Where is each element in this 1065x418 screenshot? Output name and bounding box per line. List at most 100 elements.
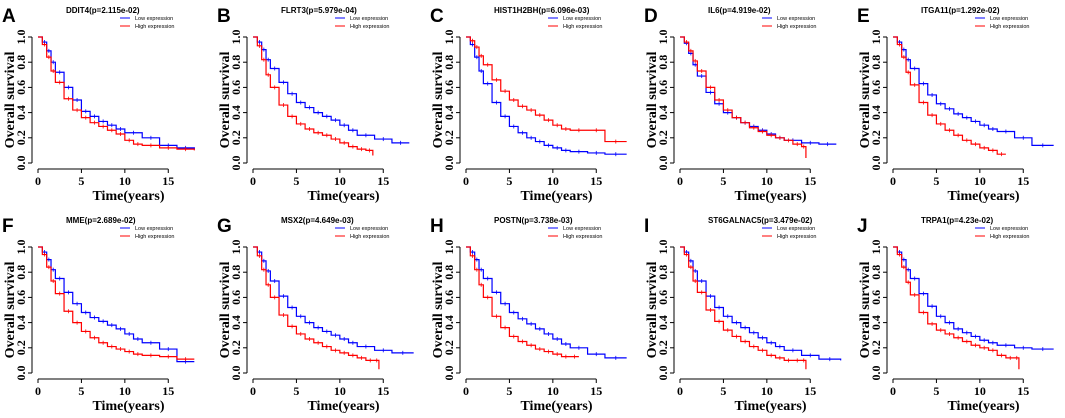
y-tick-label: 0.8 (14, 55, 28, 70)
y-tick-label: 0.6 (14, 80, 28, 95)
x-tick-label: 15 (377, 384, 389, 398)
legend-entry: Low expression (990, 16, 1028, 22)
x-axis-label: Time(years) (307, 399, 379, 414)
x-tick-label: 0 (463, 174, 469, 188)
y-axis-label: Overall survival (645, 51, 660, 148)
legend-entry: High expression (563, 24, 602, 30)
y-tick-label: 0.4 (14, 105, 28, 120)
y-tick-label: 0.0 (656, 156, 670, 171)
x-tick-label: 0 (463, 384, 469, 398)
y-tick-label: 0.6 (229, 80, 243, 95)
y-tick-label: 0.0 (14, 366, 28, 381)
panel-letter: E (857, 6, 870, 27)
y-axis-label: Overall survival (3, 51, 18, 148)
y-tick-label: 0.8 (229, 265, 243, 280)
km-curve-low-expression (38, 246, 195, 363)
y-tick-label: 0.0 (442, 366, 456, 381)
panel-title: TRPA1(p=4.23e-02) (921, 216, 993, 225)
km-panel-b: B FLRT3(p=5.979e-04) 0.0 0.2 0.4 0.6 0.8 1.0 Ove… (217, 6, 427, 204)
y-tick-label: 0.0 (869, 366, 883, 381)
x-tick-label: 0 (890, 384, 896, 398)
panel-letter: D (644, 6, 658, 27)
panel-title: MSX2(p=4.649e-03) (281, 216, 354, 225)
km-curve-high-expression (253, 246, 380, 370)
x-tick-label: 0 (677, 384, 683, 398)
km-panel-c: C HIST1H2BH(p=6.096e-03) 0.0 0.2 0.4 0.6 0.8 1.… (430, 6, 640, 204)
y-tick-label: 0.4 (869, 105, 883, 120)
y-tick-label: 1.0 (656, 30, 670, 45)
x-tick-label: 10 (119, 174, 131, 188)
y-tick-label: 0.2 (14, 130, 28, 145)
x-tick-label: 0 (250, 384, 256, 398)
y-tick-label: 1.0 (14, 240, 28, 255)
panel-title: DDIT4(p=2.115e-02) (66, 6, 140, 15)
km-panel-i: I ST6GALNAC5(p=3.479e-02) 0.0 0.2 0.4 0.6 0.8 1… (644, 216, 854, 414)
y-tick-label: 0.0 (442, 156, 456, 171)
km-curve-high-expression (466, 36, 627, 143)
x-axis-label: Time(years) (520, 399, 592, 414)
y-tick-label: 1.0 (869, 30, 883, 45)
km-curve-low-expression (466, 246, 627, 359)
y-tick-label: 0.4 (229, 105, 243, 120)
x-tick-label: 0 (890, 174, 896, 188)
legend-entry: Low expression (350, 226, 388, 232)
plot-area (252, 242, 427, 378)
km-curve-high-expression (253, 36, 374, 156)
y-tick-label: 0.4 (442, 105, 456, 120)
x-tick-label: 0 (35, 384, 41, 398)
y-tick-label: 1.0 (229, 240, 243, 255)
panel-title: HIST1H2BH(p=6.096e-03) (494, 6, 590, 15)
legend-entry: High expression (350, 234, 389, 240)
y-tick-label: 0.8 (14, 265, 28, 280)
y-tick-label: 0.6 (656, 80, 670, 95)
y-tick-label: 0.0 (14, 156, 28, 171)
y-tick-label: 0.6 (442, 290, 456, 305)
x-tick-label: 15 (162, 384, 174, 398)
y-tick-label: 0.4 (14, 315, 28, 330)
panel-letter: F (2, 216, 14, 237)
x-tick-label: 5 (293, 174, 299, 188)
km-curve-low-expression (466, 36, 627, 155)
legend-entry: Low expression (563, 226, 601, 232)
km-curve-low-expression (253, 36, 410, 144)
y-axis-label: Overall survival (431, 261, 446, 358)
panel-letter: J (857, 216, 868, 237)
y-tick-label: 0.8 (656, 55, 670, 70)
plot-area (465, 242, 640, 378)
y-axis-label: Overall survival (218, 261, 233, 358)
legend-entry: Low expression (135, 16, 173, 22)
legend-entry: High expression (135, 234, 174, 240)
panel-title: FLRT3(p=5.979e-04) (281, 6, 357, 15)
x-axis-label: Time(years) (307, 189, 379, 204)
y-tick-label: 0.2 (869, 130, 883, 145)
plot-area (679, 32, 854, 168)
panel-letter: B (217, 6, 231, 27)
x-tick-label: 5 (506, 384, 512, 398)
plot-area (465, 32, 640, 168)
x-tick-label: 5 (933, 174, 939, 188)
legend-entry: Low expression (777, 16, 815, 22)
km-curve-high-expression (680, 246, 807, 370)
x-axis-label: Time(years) (734, 399, 806, 414)
plot-area (37, 32, 212, 168)
x-tick-label: 5 (933, 384, 939, 398)
panel-letter: H (430, 216, 444, 237)
y-tick-label: 0.6 (869, 290, 883, 305)
legend-entry: High expression (563, 234, 602, 240)
x-tick-label: 10 (334, 384, 346, 398)
plot-area (37, 242, 212, 378)
km-curve-high-expression (38, 36, 195, 151)
x-tick-label: 10 (119, 384, 131, 398)
y-axis-label: Overall survival (3, 261, 18, 358)
x-tick-label: 5 (78, 174, 84, 188)
km-curve-low-expression (253, 246, 414, 354)
legend-entry: High expression (990, 24, 1029, 30)
legend-entry: High expression (990, 234, 1029, 240)
y-tick-label: 0.4 (656, 315, 670, 330)
y-tick-label: 0.8 (442, 55, 456, 70)
plot-area (679, 242, 854, 378)
x-tick-label: 15 (1017, 174, 1029, 188)
x-tick-label: 10 (547, 174, 559, 188)
x-tick-label: 0 (250, 174, 256, 188)
